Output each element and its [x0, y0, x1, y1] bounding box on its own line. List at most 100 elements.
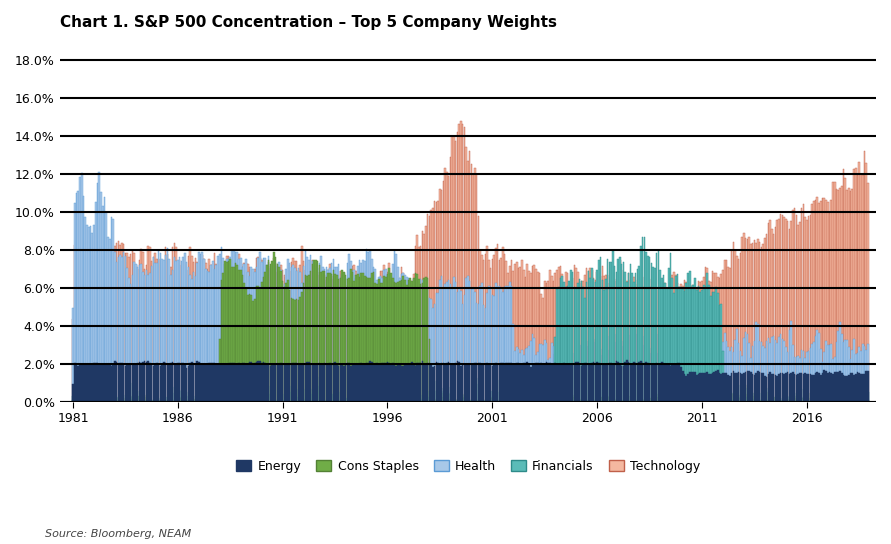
Bar	[852, 350, 853, 402]
Bar	[427, 391, 429, 402]
Bar	[740, 254, 741, 402]
Bar	[554, 354, 556, 402]
Bar	[254, 363, 256, 402]
Bar	[411, 283, 413, 402]
Bar	[191, 393, 192, 402]
Bar	[647, 350, 649, 402]
Bar	[315, 390, 316, 402]
Bar	[772, 400, 774, 402]
Bar	[858, 347, 860, 402]
Bar	[194, 258, 196, 402]
Bar	[257, 258, 259, 402]
Bar	[432, 307, 434, 402]
Bar	[855, 354, 856, 402]
Bar	[748, 400, 750, 402]
Bar	[658, 290, 659, 402]
Bar	[430, 398, 432, 402]
Bar	[687, 374, 689, 402]
Bar	[534, 363, 535, 402]
Bar	[577, 362, 579, 402]
Bar	[617, 277, 619, 402]
Bar	[456, 361, 458, 402]
Bar	[103, 400, 105, 402]
Bar	[276, 272, 278, 402]
Bar	[734, 395, 736, 402]
Bar	[257, 257, 259, 402]
Bar	[448, 393, 449, 402]
Bar	[354, 281, 356, 402]
Bar	[223, 258, 224, 402]
Bar	[406, 290, 407, 402]
Bar	[656, 287, 658, 402]
Bar	[430, 299, 432, 402]
Bar	[325, 275, 327, 402]
Bar	[729, 268, 731, 402]
Bar	[852, 392, 853, 402]
Bar	[418, 279, 420, 402]
Bar	[563, 286, 565, 402]
Bar	[78, 398, 79, 402]
Bar	[650, 398, 652, 402]
Bar	[307, 272, 308, 402]
Bar	[863, 394, 865, 402]
Bar	[785, 399, 787, 402]
Bar	[196, 391, 198, 402]
Bar	[547, 397, 549, 402]
Bar	[85, 217, 86, 402]
Bar	[547, 399, 549, 402]
Bar	[621, 270, 623, 402]
Bar	[527, 400, 528, 402]
Bar	[141, 394, 142, 402]
Bar	[374, 397, 376, 402]
Bar	[588, 364, 589, 402]
Bar	[341, 280, 343, 402]
Bar	[649, 257, 650, 402]
Bar	[692, 285, 694, 402]
Bar	[792, 345, 794, 402]
Bar	[276, 264, 278, 402]
Bar	[170, 275, 172, 402]
Bar	[74, 397, 76, 402]
Bar	[266, 265, 268, 402]
Bar	[364, 364, 365, 402]
Bar	[441, 276, 443, 402]
Bar	[448, 399, 449, 402]
Bar	[638, 399, 640, 402]
Bar	[443, 287, 445, 402]
Bar	[179, 363, 180, 402]
Bar	[843, 397, 845, 402]
Bar	[363, 274, 364, 402]
Bar	[165, 363, 167, 402]
Bar	[320, 364, 322, 402]
Bar	[519, 400, 521, 402]
Bar	[803, 398, 804, 402]
Bar	[535, 355, 536, 402]
Bar	[841, 391, 843, 402]
Bar	[456, 400, 458, 402]
Bar	[238, 255, 240, 402]
Bar	[296, 398, 298, 402]
Bar	[668, 289, 670, 402]
Bar	[638, 362, 640, 402]
Bar	[207, 400, 208, 402]
Bar	[797, 225, 799, 402]
Bar	[862, 175, 863, 402]
Bar	[771, 400, 772, 402]
Bar	[472, 400, 474, 402]
Bar	[678, 363, 680, 402]
Bar	[488, 400, 490, 402]
Bar	[634, 329, 636, 402]
Bar	[119, 392, 121, 402]
Bar	[294, 268, 296, 402]
Bar	[163, 259, 165, 402]
Bar	[207, 400, 208, 402]
Bar	[230, 390, 231, 402]
Bar	[118, 257, 119, 402]
Bar	[754, 393, 756, 402]
Bar	[292, 299, 294, 402]
Bar	[310, 364, 312, 402]
Text: Source: Bloomberg, NEAM: Source: Bloomberg, NEAM	[45, 529, 191, 539]
Bar	[683, 374, 685, 402]
Bar	[158, 365, 159, 402]
Bar	[380, 282, 381, 402]
